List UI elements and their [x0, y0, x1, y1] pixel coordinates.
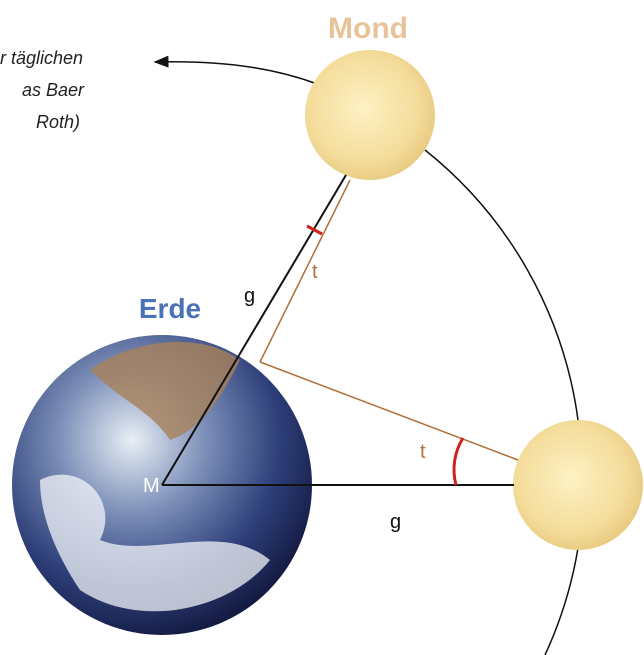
- caption-line: Roth): [36, 112, 80, 132]
- earth-label: Erde: [139, 293, 201, 324]
- orbit: [545, 548, 578, 655]
- moon: [305, 50, 435, 180]
- diagram: r täglichen as Baer Roth) Mond Erde M g …: [0, 0, 644, 655]
- g-label: g: [390, 511, 401, 533]
- moon-label: Mond: [328, 12, 408, 45]
- orbit: [425, 150, 578, 420]
- caption-line: r täglichen: [0, 48, 83, 68]
- orbit-arrow: [155, 62, 320, 85]
- g-label: g: [244, 285, 255, 307]
- t-label: t: [312, 261, 318, 283]
- t-label: t: [420, 441, 426, 463]
- moon: [513, 420, 643, 550]
- caption-line: as Baer: [22, 80, 85, 100]
- angle-mark: [454, 438, 463, 485]
- center-label: M: [143, 475, 160, 497]
- line-t: [260, 180, 350, 362]
